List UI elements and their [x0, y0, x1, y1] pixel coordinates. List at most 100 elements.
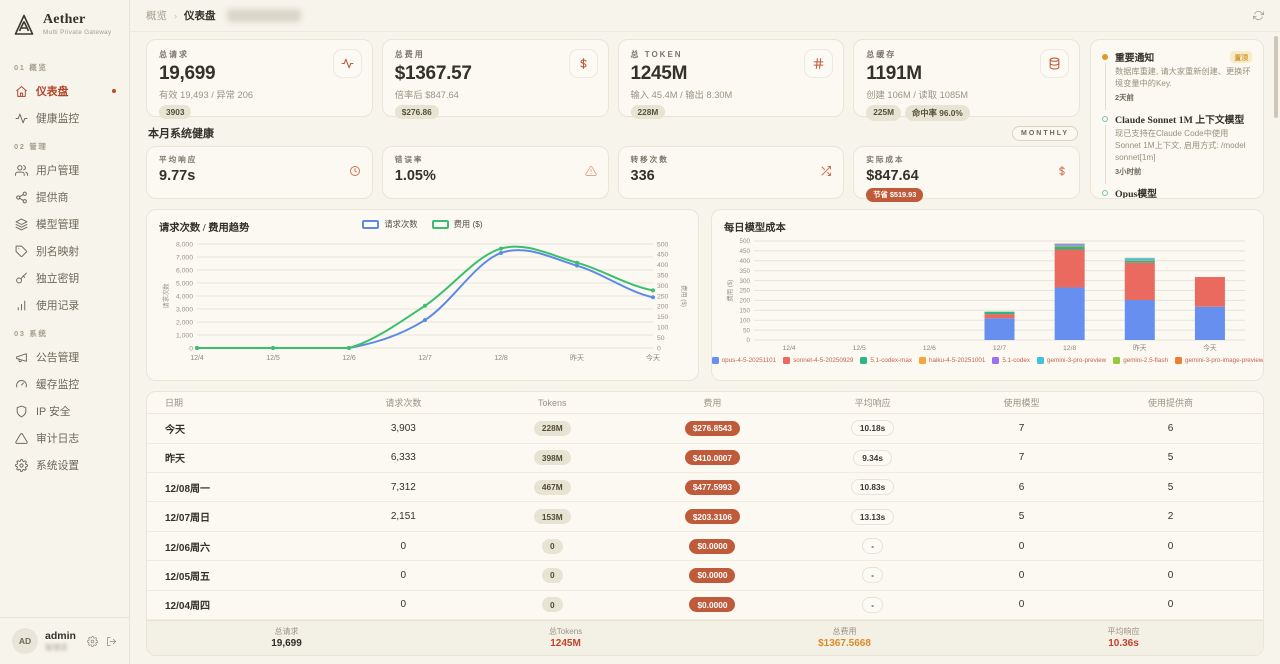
column-header: 请求次数 [385, 398, 422, 409]
sidebar-item-label: 用户管理 [36, 165, 80, 177]
cell-models: 0 [1018, 540, 1025, 552]
table-header: 日期 请求次数 Tokens 费用 平均响应 使用模型 使用提供商 [147, 392, 1263, 415]
stat-card-icon-box [1040, 49, 1069, 78]
svg-text:4,000: 4,000 [176, 293, 193, 300]
cell-models: 7 [1018, 452, 1025, 464]
legend-swatch [431, 219, 449, 229]
nav-section-label: 03 系统 [14, 329, 48, 338]
stat-badge: 225M [866, 105, 902, 121]
svg-text:100: 100 [739, 317, 750, 324]
tokens-badge: 153M [533, 509, 571, 525]
stat-value: 1191M [866, 63, 922, 84]
health-card-value: 9.77s [159, 168, 196, 184]
cost-badge: $276.8543 [684, 420, 741, 436]
user-settings-icon[interactable] [87, 635, 98, 647]
stat-value: $1367.57 [394, 63, 472, 84]
sidebar-item-usage-records[interactable]: 使用记录 [10, 292, 119, 318]
sidebar-item-standalone-keys[interactable]: 独立密钥 [10, 265, 119, 291]
stat-card-icon-box [804, 49, 834, 78]
notice-time: 3小时前 [1115, 167, 1142, 177]
cell-models: 6 [1018, 481, 1025, 493]
table-row: 12/07周日 2,151 153M $203.3106 13.13s 5 2 [147, 502, 1263, 532]
health-card: 平均响应 9.77s [146, 146, 373, 199]
dollar-icon [580, 58, 586, 69]
table-summary: 总请求 19,699 总Tokens 1245M 总费用 $1367.5668 平均响应 10… [147, 620, 1263, 655]
svg-text:350: 350 [657, 273, 669, 280]
notice-item[interactable]: Opus模型上游提供商促销, 本月的sonnet4.5模型请求, 将自动尽量转为… [1102, 186, 1252, 199]
legend-item[interactable]: gemini-2.5-flash [1113, 357, 1168, 364]
sidebar-item-label: 审计日志 [36, 433, 80, 445]
sidebar-item-providers[interactable]: 提供商 [10, 184, 119, 210]
sidebar-item-audit-logs[interactable]: 审计日志 [10, 425, 119, 451]
legend-label: 请求次数 [384, 219, 418, 229]
notice-item[interactable]: Claude Sonnet 1M 上下文模型 现已支持在Claude Code中使… [1102, 112, 1252, 185]
summary-cell: 总请求 19,699 [147, 626, 426, 649]
legend-item[interactable]: haiku-4-5-20251001 [919, 357, 985, 364]
legend-item[interactable]: 请求次数 [362, 218, 418, 230]
svg-text:5,000: 5,000 [176, 280, 193, 287]
sidebar-item-label: 独立密钥 [36, 273, 80, 285]
shuffle-icon [821, 165, 832, 176]
sidebar-item-label: 使用记录 [36, 300, 80, 312]
svg-text:50: 50 [657, 335, 665, 342]
cost-badge: $0.0000 [689, 538, 736, 554]
table-row: 12/05周五 0 0 $0.0000 - 0 0 [147, 561, 1263, 591]
cell-providers: 6 [1167, 422, 1174, 434]
legend-label: haiku-4-5-20251001 [929, 357, 986, 364]
shield-icon [16, 405, 27, 417]
notice-item[interactable]: 重要通知 置顶 数据库重建, 请大家重新创建、更换环境变量中的Key. 2天前 [1102, 50, 1252, 111]
cell-requests: 3,903 [390, 422, 416, 434]
line-chart-card: 请求次数 / 费用趋势 请求次数 费用 ($) 0 1,000 2,000 3,000 4… [146, 209, 699, 381]
cell-date: 昨天 [165, 454, 185, 466]
legend-item[interactable]: opus-4-5-20251101 [712, 357, 776, 364]
health-card-label: 错误率 [394, 155, 424, 164]
legend-swatch [783, 357, 791, 364]
health-title: 本月系统健康 [148, 128, 214, 140]
sidebar-item-health-monitor[interactable]: 健康监控 [10, 105, 119, 131]
sidebar-item-cache-monitor[interactable]: 缓存监控 [10, 371, 119, 397]
svg-text:12/5: 12/5 [266, 355, 280, 362]
line-chart: 0 1,000 2,000 3,000 4,000 5,000 6,000 7,000 8,00… [159, 236, 688, 364]
legend-item[interactable]: 5.1-codex [992, 357, 1030, 364]
stat-card: 总 TOKEN 1245M 输入 45.4M / 输出 8.30M 228M [617, 39, 845, 119]
sidebar-item-label: 别名映射 [36, 246, 80, 258]
legend-label: 费用 ($) [453, 219, 483, 229]
logout-icon[interactable] [106, 636, 117, 647]
bar-chart-title: 每日模型成本 [724, 223, 786, 234]
share-icon [16, 191, 27, 203]
main-area: 概览 › 仪表盘 总请求 19,699 有效 19,493 / 异常 206 3903… [130, 0, 1280, 664]
sidebar-item-ip-security[interactable]: IP 安全 [10, 398, 119, 424]
svg-text:12/6: 12/6 [923, 345, 936, 352]
dashboard-content: 总请求 19,699 有效 19,493 / 异常 206 3903 总费用 $1367.… [130, 32, 1280, 664]
sidebar-item-users[interactable]: 用户管理 [10, 157, 119, 183]
legend-item[interactable]: 5.1-codex-max [860, 357, 912, 364]
legend-item[interactable]: 费用 ($) [431, 218, 483, 230]
sidebar-item-label: 缓存监控 [36, 379, 80, 391]
health-card: 转移次数 336 [617, 146, 845, 199]
nav-section-label: 01 概览 [14, 63, 48, 72]
sidebar-item-announcements[interactable]: 公告管理 [10, 344, 119, 370]
stat-label: 总请求 [159, 50, 189, 59]
stat-sub: 倍率后 $847.64 [394, 90, 459, 100]
sidebar-item-dashboard[interactable]: 仪表盘 [10, 78, 119, 104]
legend-item[interactable]: gemini-3-pro-image-preview [1175, 357, 1263, 364]
notice-bullet-icon [1102, 115, 1108, 122]
sidebar-item-label: 公告管理 [36, 352, 80, 364]
breadcrumb-root[interactable]: 概览 [146, 10, 167, 22]
page-scrollbar[interactable] [1274, 36, 1278, 118]
column-header: 平均响应 [854, 398, 891, 409]
sidebar-item-settings[interactable]: 系统设置 [10, 452, 119, 478]
sidebar-item-alias-mapping[interactable]: 别名映射 [10, 238, 119, 264]
legend-item[interactable]: gemini-3-pro-preview [1037, 357, 1106, 364]
dollar-icon [1059, 165, 1065, 176]
refresh-icon[interactable] [1253, 10, 1264, 21]
legend-item[interactable]: sonnet-4-5-20250929 [783, 357, 853, 364]
notice-title: Opus模型 [1115, 189, 1157, 199]
notice-body: 现已支持在Claude Code中使用Sonnet 1M上下文, 启用方式: /… [1115, 129, 1246, 162]
sidebar-item-models[interactable]: 模型管理 [10, 211, 119, 237]
legend-swatch [1113, 357, 1121, 364]
summary-value: 1245M [550, 638, 581, 649]
summary-value: 19,699 [271, 638, 302, 649]
daily-stats-table: 日期 请求次数 Tokens 费用 平均响应 使用模型 使用提供商 今天 3,903 228M $… [146, 391, 1264, 656]
legend-swatch [1175, 357, 1182, 364]
